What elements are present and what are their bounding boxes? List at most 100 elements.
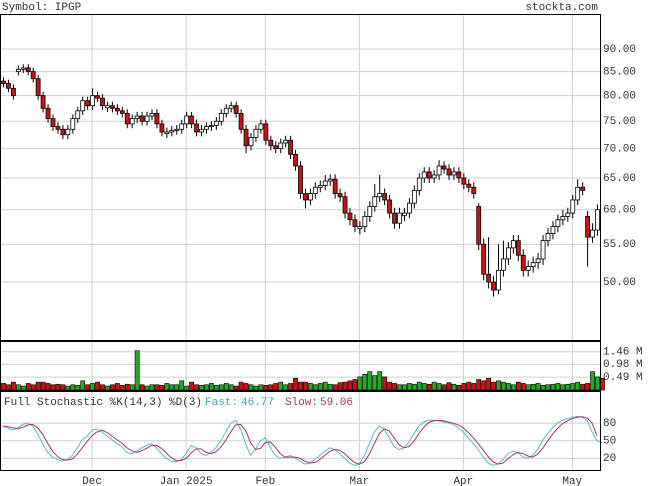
x-tick-label: Dec xyxy=(82,476,102,486)
y-tick-label: 80 xyxy=(603,418,616,430)
symbol-label: Symbol: IPGP xyxy=(2,2,82,14)
site-label: stockta.com xyxy=(525,2,598,14)
candle-body xyxy=(560,216,566,221)
volume-bar xyxy=(149,384,155,391)
candle-body xyxy=(268,139,274,147)
volume-bar xyxy=(179,380,185,391)
volume-bar xyxy=(218,384,224,391)
candle-body xyxy=(431,174,437,179)
candle-body xyxy=(95,95,100,99)
candle-body xyxy=(293,153,298,167)
volume-bar xyxy=(431,381,437,391)
volume-bar xyxy=(124,383,130,391)
candle-body xyxy=(317,184,323,188)
candle-body xyxy=(540,240,546,260)
volume-bar xyxy=(11,381,16,391)
volume-bar xyxy=(228,384,234,391)
candle-body xyxy=(273,145,279,150)
candle-body xyxy=(595,209,600,231)
volume-bar xyxy=(327,383,333,391)
candle-body xyxy=(60,128,66,136)
volume-bar xyxy=(60,384,66,391)
candle-body xyxy=(555,219,561,228)
volume-bar xyxy=(303,381,308,391)
candle-body xyxy=(565,212,571,217)
stochastic-line xyxy=(2,415,603,466)
volume-bar xyxy=(114,383,120,391)
y-tick-label: 50.00 xyxy=(603,277,636,289)
candle-body xyxy=(65,128,71,136)
volume-bar xyxy=(347,380,353,391)
volume-bar xyxy=(273,383,279,391)
candle-body xyxy=(421,171,427,179)
candle-body xyxy=(124,113,130,125)
volume-bar xyxy=(55,383,61,391)
volume-bar xyxy=(317,383,323,391)
candle-body xyxy=(352,219,358,228)
volume-bar xyxy=(105,385,110,391)
x-tick-label: Apr xyxy=(453,476,473,486)
candle-body xyxy=(169,129,175,133)
y-tick-label: 60.00 xyxy=(603,205,636,217)
volume-bar xyxy=(199,384,204,391)
candle-body xyxy=(70,118,76,130)
fast-label: Fast: xyxy=(205,397,238,409)
candle-body xyxy=(30,71,36,80)
volume-bar xyxy=(387,381,392,391)
candle-body xyxy=(416,177,422,191)
candle-body xyxy=(134,115,140,120)
volume-bar xyxy=(342,381,348,391)
volume-bar xyxy=(189,381,194,391)
volume-bar xyxy=(15,384,21,391)
y-tick-label: 55.00 xyxy=(603,239,636,251)
volume-bar xyxy=(367,371,373,391)
candle-body xyxy=(471,186,477,194)
candle-body xyxy=(55,126,61,130)
volume-bar xyxy=(65,385,71,391)
volume-bar xyxy=(471,383,477,391)
candle-body xyxy=(50,118,56,127)
volume-frame xyxy=(0,341,601,391)
volume-bar xyxy=(283,384,289,391)
volume-bar xyxy=(372,375,378,391)
volume-bar xyxy=(213,384,219,391)
volume-bar xyxy=(476,379,482,391)
candle-body xyxy=(204,126,209,130)
candle-body xyxy=(90,95,95,107)
fast-value: 46.77 xyxy=(241,397,274,409)
candle-body xyxy=(580,186,586,191)
volume-bar xyxy=(144,385,150,391)
candle-body xyxy=(451,171,457,176)
volume-bar xyxy=(293,377,298,391)
candle-body xyxy=(530,262,536,267)
candle-body xyxy=(426,171,432,179)
y-tick-label: 70.00 xyxy=(603,144,636,156)
volume-bar xyxy=(307,383,313,391)
candle-body xyxy=(154,113,160,125)
marks-layer xyxy=(1,64,605,466)
candle-body xyxy=(179,123,185,130)
y-tick-label: 1.46 M xyxy=(603,347,643,359)
candle-body xyxy=(387,199,393,214)
volume-bar xyxy=(169,384,175,391)
candle-body xyxy=(199,128,204,133)
volume-bar xyxy=(382,376,388,391)
stochastic-line xyxy=(2,416,598,465)
candle-body xyxy=(545,233,551,242)
volume-bar xyxy=(570,383,576,391)
candle-body xyxy=(218,113,224,122)
volume-bar xyxy=(515,381,521,391)
candle-body xyxy=(228,105,234,109)
candle-body xyxy=(322,180,328,186)
y-tick-label: 75.00 xyxy=(603,116,636,128)
volume-bar xyxy=(253,385,259,391)
candle-body xyxy=(110,105,115,109)
candle-body xyxy=(441,165,447,170)
candle-body xyxy=(535,258,541,264)
candle-body xyxy=(570,199,576,214)
volume-bar xyxy=(436,383,442,391)
volume-bar xyxy=(550,383,556,391)
stochastic-title: Full Stochastic %K(14,3) %D(3) xyxy=(4,397,202,409)
candle-body xyxy=(45,107,51,120)
